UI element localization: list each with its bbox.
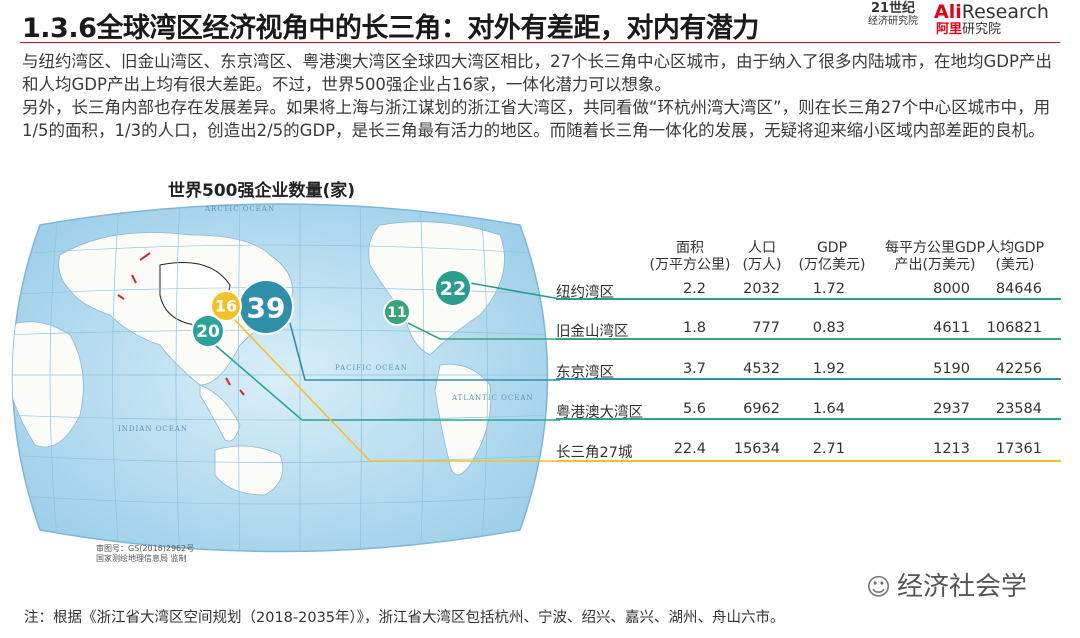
table-cell-1-2: 0.83: [812, 320, 845, 336]
title-divider: [20, 42, 1060, 43]
logo-21st-century: 21世纪 经济研究院: [868, 2, 918, 36]
row-name-1: 旧金山湾区: [556, 324, 629, 340]
column-header-2: GDP (万亿美元): [798, 240, 866, 273]
wechat-watermark: ☺ 经济社会学: [866, 572, 1028, 602]
ocean-label-indian: INDIAN OCEAN: [118, 425, 188, 433]
table-cell-0-0: 2.2: [682, 281, 706, 297]
bubble-0: [434, 269, 472, 307]
row-separator-4: [556, 460, 1061, 462]
table-cell-4-1: 15634: [733, 441, 780, 457]
ocean-label-pacific: PACIFIC OCEAN: [335, 364, 408, 372]
ocean-label-arctic: ARCTIC OCEAN: [204, 205, 275, 213]
body-text: 与纽约湾区、旧金山湾区、东京湾区、粤港澳大湾区全球四大湾区相比，27个长三角中心…: [22, 50, 1062, 142]
table-cell-3-2: 1.64: [812, 401, 845, 417]
table-cell-4-3: 1213: [933, 441, 970, 457]
leader-line-0: [469, 282, 560, 300]
row-name-0: 纽约湾区: [556, 285, 614, 301]
landmass-australia: [214, 445, 284, 496]
leader-line-3: [214, 344, 560, 421]
table-cell-2-0: 3.7: [682, 361, 706, 377]
row-separator-1: [556, 338, 1061, 340]
row-name-3: 粤港澳大湾区: [556, 405, 643, 421]
logo-ali-inst: 阿里研究院: [936, 22, 1002, 37]
table-cell-0-3: 8000: [933, 281, 970, 297]
table-cell-2-4: 42256: [995, 361, 1042, 377]
table-cell-2-1: 4532: [743, 361, 780, 377]
page-title: 1.3.6全球湾区经济视角中的长三角：对外有差距，对内有潜力: [22, 13, 759, 44]
table-cell-2-3: 5190: [933, 361, 970, 377]
table-cell-1-1: 777: [752, 320, 780, 336]
table-cell-3-3: 2937: [933, 401, 970, 417]
logo-21-seal: 21世纪: [870, 1, 916, 16]
table-cell-0-1: 2032: [743, 281, 780, 297]
logo-21-sub: 经济研究院: [868, 16, 918, 27]
bubble-label-1: 11: [387, 305, 406, 321]
table-cell-2-2: 1.92: [812, 361, 845, 377]
column-header-4: 人均GDP (美元): [985, 240, 1045, 273]
column-header-0: 面积 (万平方公里): [649, 240, 731, 273]
fortune500-bubbles: 22 11 39 20 16: [191, 269, 472, 348]
table-cell-3-0: 5.6: [682, 401, 706, 417]
landmass-southeast-asia: [199, 384, 241, 442]
logo-ali-text: AliResearch: [934, 1, 1049, 23]
column-header-3: 每平方公里GDP 产出(万美元): [884, 240, 986, 273]
ocean-label-atlantic: ATLANTIC OCEAN: [451, 394, 534, 402]
bubble-1: [383, 298, 411, 326]
wechat-icon: ☺: [866, 573, 892, 601]
paragraph-2: 另外，长三角内部也存在发展差异。如果将上海与浙江谋划的浙江省大湾区，共同看做“环…: [22, 98, 1051, 140]
bubble-label-3: 20: [196, 322, 220, 342]
bubble-4: [210, 290, 242, 322]
row-separator-3: [556, 418, 1061, 420]
row-separator-0: [556, 298, 1061, 300]
column-header-1: 人口 (万人): [742, 240, 782, 273]
bubble-label-2: 39: [247, 291, 286, 324]
paragraph-1: 与纽约湾区、旧金山湾区、东京湾区、粤港澳大湾区全球四大湾区相比，27个长三角中心…: [22, 52, 1052, 94]
world-map: ARCTIC OCEAN PACIFIC OCEAN INDIAN OCEAN …: [11, 203, 560, 553]
bubble-3: [191, 314, 225, 348]
row-separator-2: [556, 378, 1061, 380]
row-name-2: 东京湾区: [556, 365, 614, 381]
table-cell-3-4: 23584: [995, 401, 1042, 417]
table-cell-3-1: 6962: [743, 401, 780, 417]
row-name-4: 长三角27城: [556, 445, 633, 461]
leader-line-2: [289, 322, 560, 381]
table-cell-4-4: 17361: [995, 441, 1042, 457]
leader-lines: [214, 282, 560, 462]
table-cell-4-0: 22.4: [673, 441, 706, 457]
table-cell-0-2: 1.72: [812, 281, 845, 297]
logo-aliresearch: AliResearch 阿里研究院: [934, 2, 1049, 37]
bubble-label-0: 22: [440, 278, 466, 300]
table-cell-1-3: 4611: [933, 320, 970, 336]
table-cell-0-4: 84646: [995, 281, 1042, 297]
table-cell-1-0: 1.8: [682, 320, 706, 336]
map-approval-note: 审图号：GS(2016)2962号 国家测绘地理信息局 监制: [96, 544, 195, 563]
table-cell-4-2: 2.71: [812, 441, 845, 457]
leader-line-4: [229, 314, 560, 462]
bubble-label-4: 16: [215, 297, 237, 316]
footnote: 注：根据《浙江省大湾区空间规划（2018-2035年）》，浙江省大湾区包括杭州、…: [24, 610, 785, 626]
map-title: 世界500强企业数量(家): [168, 181, 356, 201]
leader-line-1: [407, 322, 560, 340]
table-cell-1-4: 106821: [986, 320, 1042, 336]
boundary-marks: [117, 252, 245, 396]
